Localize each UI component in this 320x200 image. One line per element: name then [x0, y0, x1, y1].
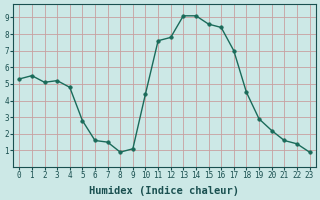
X-axis label: Humidex (Indice chaleur): Humidex (Indice chaleur) — [89, 186, 239, 196]
